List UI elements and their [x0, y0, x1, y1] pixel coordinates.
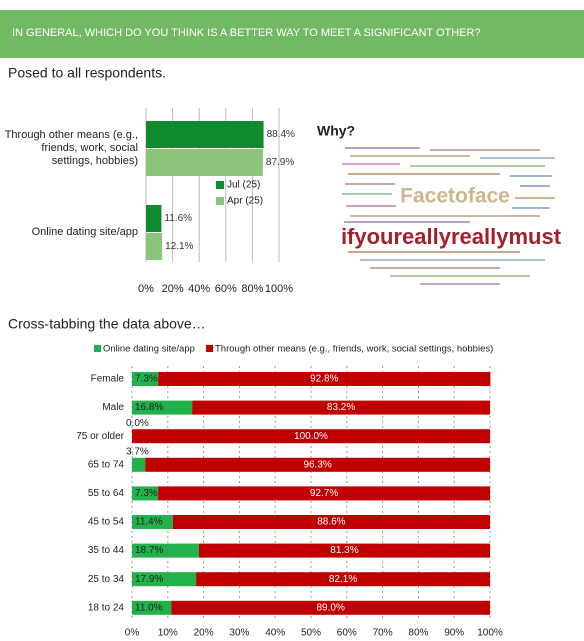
x-tick-label: 80% [241, 283, 263, 295]
x-tick-label: 60% [337, 628, 357, 639]
x-tick-label: 60% [215, 283, 237, 295]
legend-label: Apr (25) [227, 196, 263, 207]
word-cloud-word: ifyoureallyreallymust [341, 224, 562, 249]
data-label: 92.8% [310, 374, 338, 385]
header: IN GENERAL, WHICH DO YOU THINK IS A BETT… [12, 27, 481, 39]
data-label: 3.7% [126, 446, 149, 457]
x-tick-label: 40% [265, 628, 285, 639]
data-label: 100.0% [294, 431, 328, 442]
y-tick-label: 18 to 24 [88, 602, 125, 613]
x-tick-label: 50% [301, 628, 321, 639]
x-tick-label: 70% [373, 628, 393, 639]
data-label: 96.3% [303, 459, 331, 470]
data-label: 0.0% [126, 418, 149, 429]
bar-segment [132, 543, 199, 558]
data-label: 11.4% [135, 517, 163, 528]
data-label: 11.0% [135, 602, 163, 613]
y-tick-label: Through other means (e.g., friends, work… [4, 128, 138, 167]
bar-segment [158, 486, 490, 501]
legend-swatch [206, 345, 213, 352]
data-label: 83.2% [327, 402, 355, 413]
bar [146, 121, 264, 148]
data-label: 7.3% [135, 374, 158, 385]
legend-swatch [94, 345, 101, 352]
word-cloud-title: Why? [317, 123, 355, 139]
legend-swatch [216, 181, 224, 189]
bar-segment [158, 372, 491, 386]
word-cloud-word: Facetoface [400, 185, 510, 208]
legend-swatch [216, 197, 224, 205]
bar-segment [132, 400, 193, 415]
x-tick-label: 0% [125, 628, 140, 639]
bar-segment [196, 572, 490, 587]
data-label: 82.1% [329, 574, 357, 585]
data-label: 89.0% [317, 602, 345, 613]
section-title: Cross-tabbing the data above… [8, 316, 206, 332]
data-label: 88.6% [317, 517, 345, 528]
word-cloud-noise [342, 147, 555, 285]
bar-segment [132, 457, 146, 472]
bar-segment [132, 429, 490, 444]
legend-label: Online dating site/app [103, 344, 195, 355]
y-tick-label: Male [102, 402, 124, 413]
data-label: 18.7% [135, 545, 163, 556]
bar-segment [132, 600, 172, 615]
x-tick-label: 80% [408, 628, 428, 639]
data-label: 92.7% [310, 488, 338, 499]
y-tick-label: 75 or older [76, 431, 124, 442]
bar-segment [171, 600, 490, 615]
bar-segment [132, 572, 197, 587]
x-tick-label: 30% [229, 628, 249, 639]
x-tick-label: 40% [188, 283, 210, 295]
data-label: 17.9% [135, 574, 163, 585]
bar-segment [145, 457, 490, 472]
x-tick-label: 20% [194, 628, 214, 639]
bar [146, 205, 162, 232]
data-label: 7.3% [135, 488, 158, 499]
legend-label: Through other means (e.g., friends, work… [215, 344, 493, 355]
bar [146, 233, 163, 260]
data-label: 12.1% [165, 241, 193, 252]
y-tick-label: 25 to 34 [88, 574, 125, 585]
bar-segment [198, 543, 491, 558]
x-tick-label: 90% [444, 628, 464, 639]
x-tick-label: 100% [477, 628, 503, 639]
y-tick-label: 45 to 54 [88, 517, 125, 528]
data-label: 16.8% [135, 402, 163, 413]
bar-segment [132, 372, 159, 386]
y-tick-label: 35 to 44 [88, 545, 125, 556]
header-bar [0, 10, 584, 58]
x-tick-label: 20% [162, 283, 184, 295]
y-tick-label: 55 to 64 [88, 488, 125, 499]
y-tick-label: Female [91, 374, 125, 385]
data-label: 87.9% [266, 157, 294, 168]
y-tick-label: 65 to 74 [88, 459, 125, 470]
bar-segment [192, 400, 491, 415]
bar-segment [132, 515, 173, 529]
subtitle: Posed to all respondents. [8, 65, 166, 81]
bar-segment [172, 515, 490, 529]
data-label: 11.6% [164, 213, 192, 224]
x-tick-label: 0% [138, 283, 154, 295]
x-tick-label: 10% [158, 628, 178, 639]
y-tick-label: Online dating site/app [31, 225, 138, 238]
data-label: 88.4% [267, 129, 295, 140]
bar [146, 149, 263, 176]
legend-label: Jul (25) [227, 180, 260, 191]
x-tick-label: 100% [265, 283, 293, 295]
data-label: 81.3% [330, 545, 358, 556]
bar-segment [132, 486, 159, 501]
